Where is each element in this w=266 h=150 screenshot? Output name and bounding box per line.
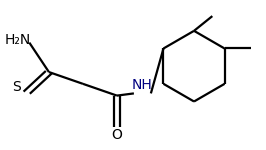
Text: H₂N: H₂N <box>5 33 31 47</box>
Text: S: S <box>12 80 21 94</box>
Text: NH: NH <box>131 78 152 92</box>
Text: O: O <box>111 128 122 142</box>
